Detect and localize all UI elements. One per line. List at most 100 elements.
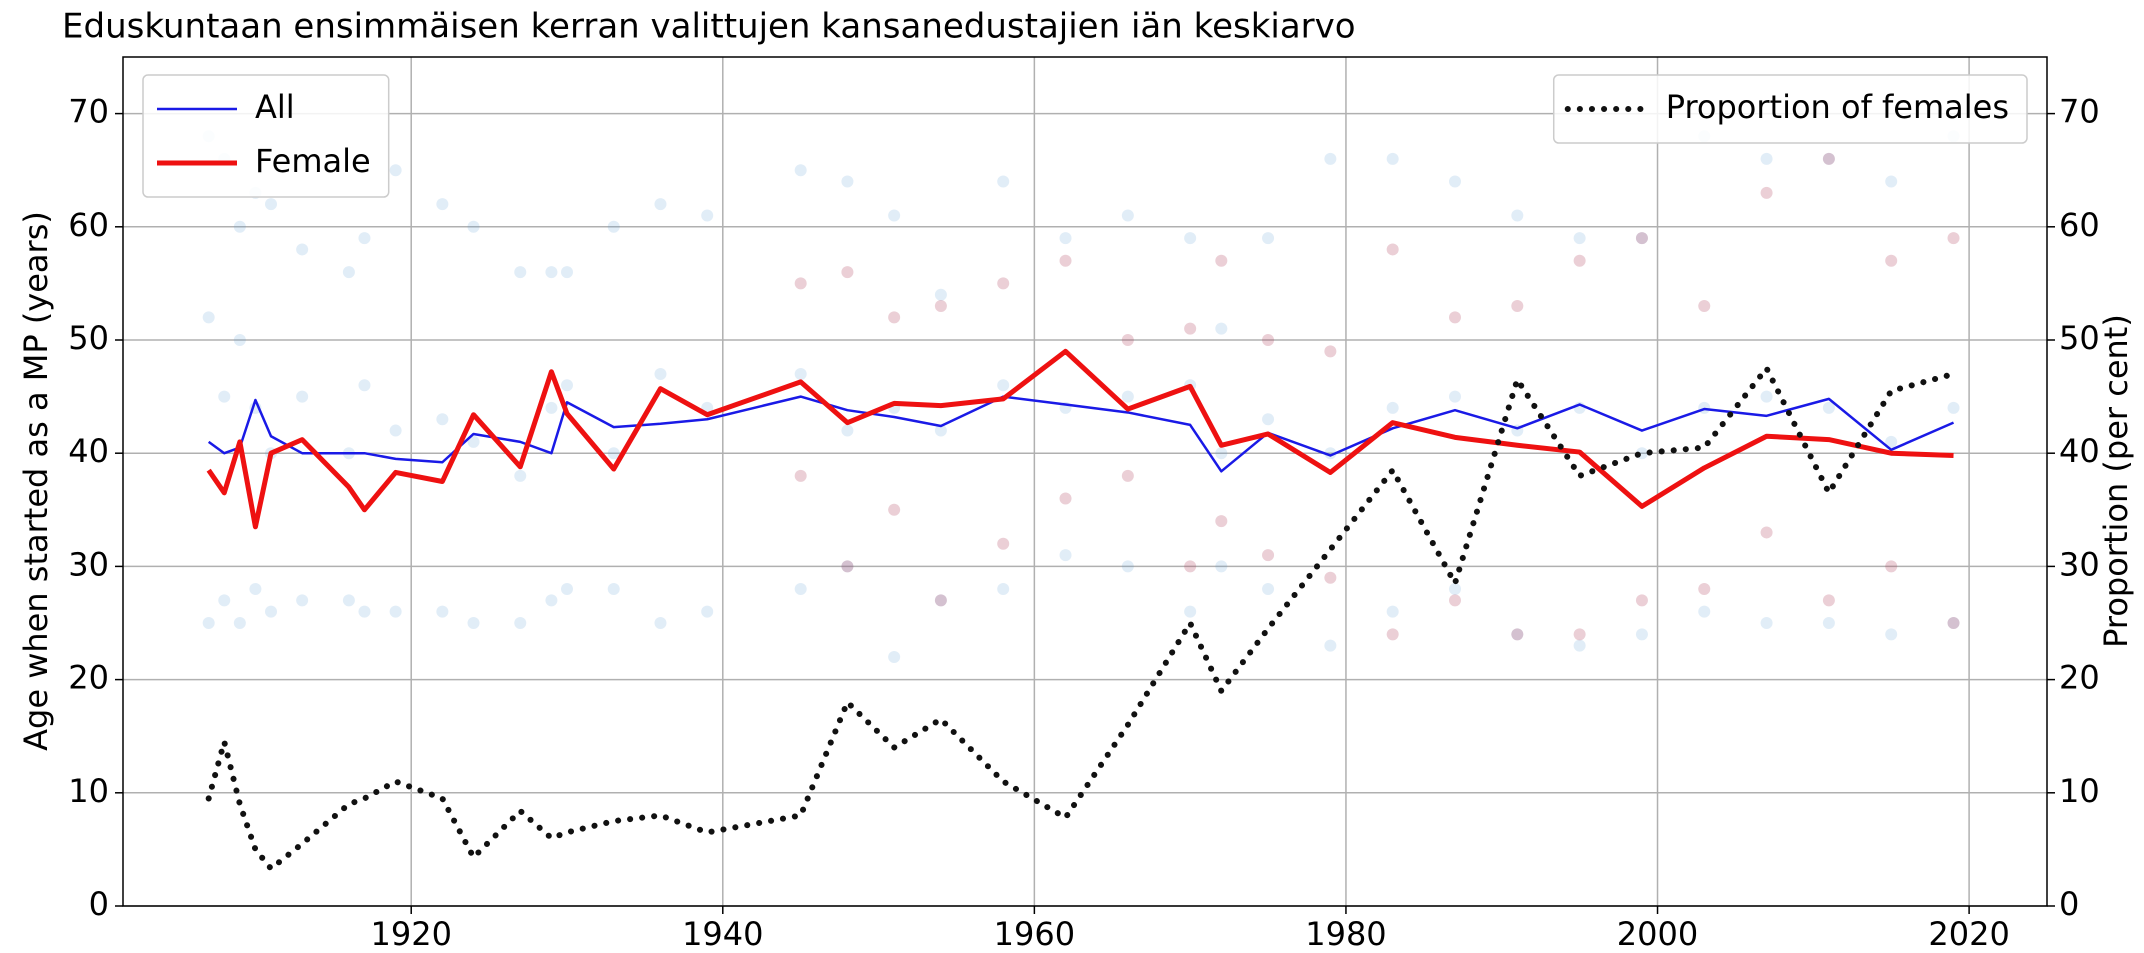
scatter-point: [1573, 628, 1586, 641]
scatter-point: [296, 243, 309, 256]
scatter-point: [701, 209, 714, 222]
scatter-point: [1635, 628, 1648, 641]
scatter-point: [545, 401, 558, 414]
scatter-point: [1184, 560, 1197, 573]
scatter-point: [997, 175, 1010, 188]
scatter-point: [1698, 583, 1711, 596]
scatter-point: [1635, 232, 1648, 245]
scatter-point: [1121, 469, 1134, 482]
y-axis-label: Age when started as a MP (years): [17, 211, 55, 751]
scatter-point: [1573, 232, 1586, 245]
scatter-point: [1262, 549, 1275, 562]
scatter-point: [436, 413, 449, 426]
y2-tick-label: 30: [2059, 545, 2100, 583]
scatter-point: [1121, 209, 1134, 222]
scatter-point: [1511, 209, 1524, 222]
scatter-point: [1324, 447, 1337, 460]
chart-title: Eduskuntaan ensimmäisen kerran valittuje…: [62, 7, 1356, 47]
scatter-point: [701, 605, 714, 618]
y-tick-label: 30: [68, 545, 109, 583]
scatter-point: [1635, 232, 1648, 245]
y2-tick-label: 20: [2059, 659, 2100, 697]
scatter-point: [841, 560, 854, 573]
scatter-point: [1511, 628, 1524, 641]
scatter-point: [841, 175, 854, 188]
scatter-point: [1262, 334, 1275, 346]
legend-label: All: [255, 88, 295, 126]
y-tick-label: 60: [68, 206, 109, 244]
scatter-point: [202, 311, 215, 324]
scatter-point: [1059, 232, 1072, 245]
scatter-point: [997, 537, 1010, 550]
scatter-point: [934, 424, 947, 437]
scatter-point: [1822, 401, 1835, 414]
scatter-point: [514, 266, 527, 279]
x-tick-label: 1980: [1305, 915, 1386, 953]
scatter-point: [888, 650, 901, 663]
scatter-point: [1822, 617, 1835, 629]
scatter-point: [233, 220, 246, 233]
legend: All Female: [142, 74, 390, 198]
scatter-point: [1324, 345, 1337, 358]
y-tick-label: 10: [68, 772, 109, 810]
scatter-point: [1635, 594, 1648, 607]
legend-box: [142, 74, 390, 198]
scatter-point: [654, 617, 667, 629]
scatter-point: [997, 379, 1010, 392]
scatter-point: [1386, 152, 1399, 165]
scatter-point: [1449, 390, 1461, 403]
scatter-point: [561, 583, 573, 596]
scatter-point: [1262, 583, 1275, 596]
x-tick-label: 1960: [994, 915, 1075, 953]
scatter-point: [997, 583, 1010, 596]
scatter-point: [794, 277, 807, 290]
scatter-point: [1947, 617, 1960, 629]
scatter-point: [514, 469, 527, 482]
scatter-point: [1449, 311, 1461, 324]
scatter-point: [841, 560, 854, 573]
scatter-point: [514, 617, 527, 629]
scatter-point: [1215, 447, 1228, 460]
y-tick-label: 40: [68, 432, 109, 470]
line: [206, 348, 1954, 530]
scatter-point: [436, 605, 449, 618]
scatter-point: [1386, 628, 1399, 641]
scatter-point: [934, 594, 947, 607]
scatter-point: [389, 605, 402, 618]
scatter-point: [218, 594, 231, 607]
scatter-point: [296, 390, 309, 403]
scatter-point: [934, 594, 947, 607]
scatter-point: [794, 164, 807, 177]
line: [207, 395, 1955, 473]
scatter-point: [888, 209, 901, 222]
scatter-point: [1215, 322, 1228, 335]
scatter-point: [342, 266, 355, 279]
scatter-point: [1947, 401, 1960, 414]
scatter-point: [1262, 232, 1275, 245]
scatter-point: [265, 605, 277, 618]
scatter-point: [1573, 639, 1586, 652]
scatter-point: [794, 583, 807, 596]
scatter-point: [1947, 617, 1960, 629]
scatter-point: [1262, 413, 1275, 426]
scatter-point: [1760, 152, 1773, 165]
scatter-point: [1885, 175, 1898, 188]
scatter-point: [1885, 628, 1898, 641]
scatter-point: [794, 469, 807, 482]
scatter-point: [342, 594, 355, 607]
scatter-point: [233, 617, 246, 629]
y2-tick-label: 40: [2059, 432, 2100, 470]
legend-box: [1552, 74, 2028, 144]
scatter-point: [1947, 232, 1960, 245]
scatter-point: [358, 605, 371, 618]
scatter-point: [607, 220, 620, 233]
plot-frame: [122, 56, 2048, 907]
scatter-point: [1184, 605, 1197, 618]
scatter-point: [1386, 605, 1399, 618]
scatter-point: [1324, 571, 1337, 584]
y2-axis-label: Proportion (per cent): [2097, 314, 2135, 648]
scatter-point: [545, 594, 558, 607]
x-tick-label: 2020: [1928, 915, 2009, 953]
scatter-point: [1822, 152, 1835, 165]
scatter-point: [1386, 401, 1399, 414]
